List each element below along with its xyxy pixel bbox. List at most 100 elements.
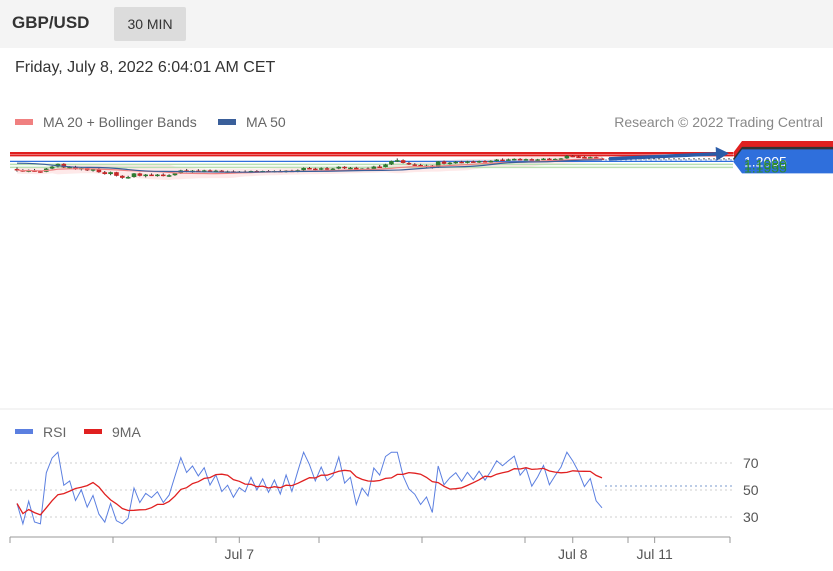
candle-body (207, 170, 213, 172)
candle (114, 171, 119, 177)
candle-body (131, 173, 137, 177)
candle-body (412, 164, 418, 166)
timestamp: Friday, July 8, 2022 6:04:01 AM CET (15, 59, 276, 76)
candle (342, 166, 347, 169)
candle-body (96, 169, 102, 173)
candle (394, 158, 400, 162)
ma20-legend-label: MA 20 + Bollinger Bands (43, 114, 197, 130)
candle (547, 157, 552, 161)
rsi-legend-swatch (15, 429, 33, 434)
candle-body (511, 158, 517, 161)
candle (108, 171, 113, 176)
candle-body (406, 162, 412, 165)
x-tick-label: Jul 7 (225, 546, 255, 562)
legend: MA 20 + Bollinger Bands MA 50 Research ©… (15, 114, 823, 130)
candle (166, 174, 172, 177)
candle-body (564, 155, 570, 159)
candle-body (576, 156, 581, 158)
ma50-legend-label: MA 50 (246, 114, 286, 130)
candle-body (517, 158, 523, 161)
candle-body (377, 166, 382, 169)
candle (125, 175, 131, 179)
title-bar: GBP/USD 30 MIN (0, 0, 833, 48)
candle-body (523, 159, 529, 161)
candle-body (535, 159, 540, 161)
candle-body (114, 172, 119, 176)
candle (476, 160, 482, 163)
candle-body (482, 161, 488, 163)
rsi-ma-legend-label: 9MA (112, 424, 141, 440)
candle (500, 158, 505, 162)
candle (336, 166, 342, 170)
candle (488, 160, 494, 163)
candle-body (166, 175, 172, 177)
level-tag-pivot (733, 149, 833, 174)
candle-body (547, 158, 552, 161)
candle (389, 160, 394, 165)
candle-body (26, 170, 31, 172)
candle-body (453, 161, 459, 164)
candle-body (213, 170, 219, 173)
candle (541, 158, 546, 161)
candle-body (336, 166, 342, 169)
rsi-line (16, 450, 603, 526)
candle (406, 161, 412, 165)
candle-body (61, 163, 67, 168)
ma50-legend-swatch (218, 119, 236, 125)
candle (517, 158, 523, 161)
candle (313, 167, 318, 171)
candle-body (476, 161, 482, 163)
candle (155, 174, 160, 177)
x-tick-label: Jul 8 (558, 546, 588, 562)
rsi-ma-line (16, 467, 603, 516)
candle (535, 158, 540, 161)
candle-body (324, 168, 330, 170)
candle (441, 160, 447, 165)
candle-body (330, 168, 336, 171)
candle (506, 158, 511, 161)
candle-body (14, 168, 20, 171)
interval-button[interactable]: 30 MIN (114, 7, 186, 41)
candle-body (552, 158, 558, 161)
candle-body (137, 173, 143, 176)
candle (494, 159, 499, 162)
candle-body (418, 165, 423, 167)
candle (459, 160, 464, 164)
rsi-panel: 70 50 30 (10, 450, 759, 526)
ma20-legend-swatch (15, 119, 33, 125)
candle (465, 160, 470, 164)
candle (570, 155, 576, 158)
candle-body (500, 159, 505, 162)
candle-body (155, 174, 160, 177)
candle (564, 155, 570, 159)
candle (523, 158, 529, 161)
candle (49, 165, 55, 170)
candle (529, 158, 535, 161)
rsi-legend-label: RSI (43, 424, 66, 440)
candle (14, 167, 20, 172)
moving-averages (16, 146, 733, 175)
candle-body (49, 166, 55, 169)
candle-body (201, 170, 207, 172)
candle (377, 165, 382, 169)
candle-body (160, 174, 166, 177)
candle-body (441, 161, 447, 164)
candle (582, 156, 587, 159)
projection-arrow-head (715, 146, 729, 161)
level-label: 1.1980 (744, 156, 787, 172)
level-label: 1.2005 (744, 153, 787, 169)
candle (61, 163, 67, 168)
candle-body (435, 161, 441, 168)
candle (324, 167, 330, 170)
candle-body (529, 159, 535, 161)
candle-body (313, 168, 318, 171)
candle-body (471, 161, 476, 163)
candle-body (582, 156, 587, 159)
candle-body (90, 169, 96, 171)
ma50-line (16, 159, 603, 173)
candle-body (73, 166, 78, 170)
candle-body (400, 160, 406, 163)
candle-body (38, 171, 43, 173)
candle (511, 158, 517, 161)
